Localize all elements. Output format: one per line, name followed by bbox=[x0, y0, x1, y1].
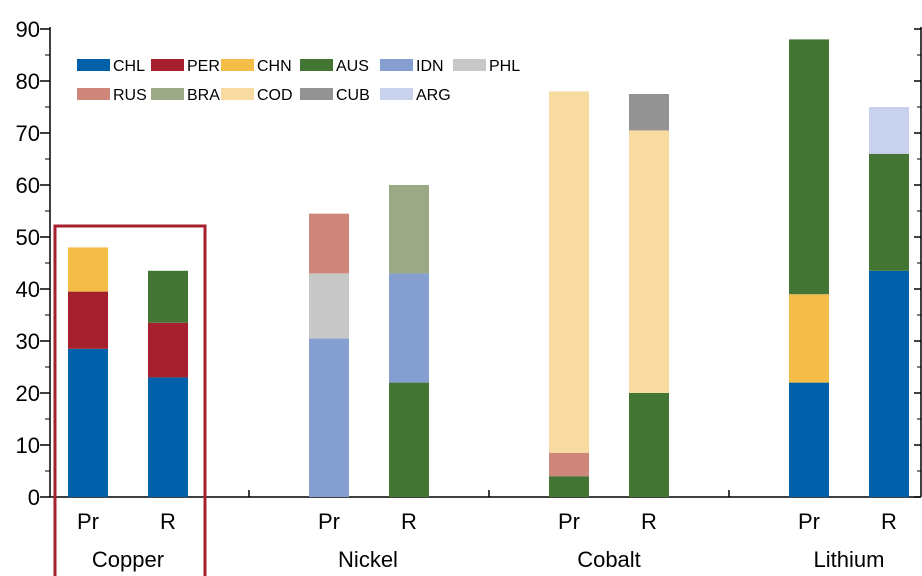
legend: CHL PER CHN AUS IDN PHL RUS BRA COD CUB ARG bbox=[77, 58, 520, 104]
legend-swatch-aus bbox=[300, 59, 333, 71]
bar-segment-lithium-r-arg bbox=[869, 107, 909, 154]
bar-segment-copper-pr-chl bbox=[68, 348, 108, 497]
y-tick-label: 0 bbox=[28, 485, 40, 510]
highlight-rect-copper bbox=[53, 224, 207, 576]
legend-label-rus: RUS bbox=[113, 87, 147, 104]
bar-category-label: Pr bbox=[318, 509, 340, 534]
bar-segment-copper-pr-per bbox=[68, 291, 108, 349]
legend-label-phl: PHL bbox=[489, 58, 520, 75]
bar-segment-lithium-r-aus bbox=[869, 153, 909, 271]
legend-label-chl: CHL bbox=[113, 58, 145, 75]
legend-label-bra: BRA bbox=[187, 87, 220, 104]
legend-swatch-per bbox=[151, 59, 184, 71]
y-tick-label: 10 bbox=[16, 433, 40, 458]
bar-segment-lithium-pr-chn bbox=[789, 294, 829, 383]
bar-category-label: R bbox=[641, 509, 657, 534]
bar-category-label: Pr bbox=[558, 509, 580, 534]
y-tick-label: 60 bbox=[16, 173, 40, 198]
y-tick-label: 70 bbox=[16, 121, 40, 146]
bar-segment-cobalt-r-aus bbox=[629, 393, 669, 497]
legend-swatch-idn bbox=[380, 59, 413, 71]
legend-swatch-chl bbox=[77, 59, 110, 71]
legend-swatch-arg bbox=[380, 88, 413, 100]
bar-segment-lithium-r-chl bbox=[869, 270, 909, 497]
bar-segment-lithium-pr-aus bbox=[789, 39, 829, 295]
bar-segment-nickel-pr-idn bbox=[309, 338, 349, 497]
legend-swatch-phl bbox=[453, 59, 486, 71]
legend-swatch-chn bbox=[221, 59, 254, 71]
group-label-copper: Copper bbox=[92, 547, 164, 572]
legend-label-chn: CHN bbox=[257, 58, 292, 75]
bar-category-label: R bbox=[881, 509, 897, 534]
bar-segment-copper-r-per bbox=[148, 322, 188, 378]
bar-segment-nickel-pr-rus bbox=[309, 213, 349, 274]
y-tick-label: 40 bbox=[16, 277, 40, 302]
bar-segment-nickel-r-bra bbox=[389, 185, 429, 274]
legend-swatch-cod bbox=[221, 88, 254, 100]
highlight-box bbox=[53, 224, 207, 576]
bar-segment-copper-pr-chn bbox=[68, 247, 108, 292]
x-axis bbox=[50, 490, 921, 498]
legend-label-cub: CUB bbox=[336, 87, 370, 104]
group-label-nickel: Nickel bbox=[338, 547, 398, 572]
bar-segment-cobalt-pr-cod bbox=[549, 91, 589, 453]
group-label-lithium: Lithium bbox=[814, 547, 885, 572]
legend-label-per: PER bbox=[187, 58, 220, 75]
bar-segment-nickel-r-aus bbox=[389, 382, 429, 497]
bar-category-label: Pr bbox=[77, 509, 99, 534]
group-label-cobalt: Cobalt bbox=[577, 547, 641, 572]
legend-label-arg: ARG bbox=[416, 87, 451, 104]
y-tick-label: 30 bbox=[16, 329, 40, 354]
bar-category-label: R bbox=[401, 509, 417, 534]
y-axis: 0 10 20 30 40 50 60 70 80 90 bbox=[16, 17, 922, 510]
legend-swatch-cub bbox=[300, 88, 333, 100]
y-tick-label: 80 bbox=[16, 69, 40, 94]
bar-category-label: R bbox=[160, 509, 176, 534]
legend-label-cod: COD bbox=[257, 87, 293, 104]
bar-category-label: Pr bbox=[798, 509, 820, 534]
y-tick-label: 50 bbox=[16, 225, 40, 250]
bar-segment-nickel-r-idn bbox=[389, 273, 429, 383]
bar-segment-copper-r-aus bbox=[148, 270, 188, 323]
legend-swatch-rus bbox=[77, 88, 110, 100]
bar-segment-nickel-pr-phl bbox=[309, 273, 349, 339]
bar-segment-cobalt-pr-rus bbox=[549, 452, 589, 477]
legend-label-idn: IDN bbox=[416, 58, 444, 75]
y-tick-label: 90 bbox=[16, 17, 40, 42]
legend-label-aus: AUS bbox=[336, 58, 369, 75]
bar-segment-lithium-pr-chl bbox=[789, 382, 829, 497]
bar-segment-cobalt-r-cub bbox=[629, 94, 669, 131]
y-tick-label: 20 bbox=[16, 381, 40, 406]
bar-segment-cobalt-r-cod bbox=[629, 130, 669, 393]
bar-segment-copper-r-chl bbox=[148, 377, 188, 497]
legend-swatch-bra bbox=[151, 88, 184, 100]
bar-segment-cobalt-pr-aus bbox=[549, 476, 589, 497]
